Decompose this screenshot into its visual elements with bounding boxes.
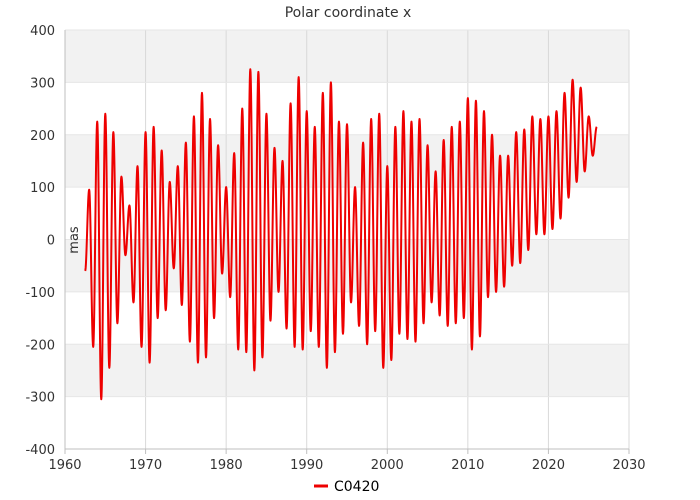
x-tick-label: 1960 <box>48 458 81 473</box>
y-tick-label: 400 <box>30 24 55 39</box>
y-tick-label: 300 <box>30 76 55 91</box>
x-tick-label: 1990 <box>290 458 323 473</box>
x-tick-label: 1970 <box>129 458 162 473</box>
y-tick-label: 0 <box>47 234 55 249</box>
y-axis-label: mas <box>67 226 82 254</box>
plot-band <box>65 239 629 292</box>
y-tick-label: -400 <box>25 443 55 458</box>
y-axis-ticks: -400 -300 -200 -100 0 100 200 300 400 <box>25 24 55 458</box>
y-tick-label: 100 <box>30 181 55 196</box>
plot-band <box>65 30 629 83</box>
series-layer <box>84 68 598 401</box>
plot-band <box>65 344 629 397</box>
x-tick-label: 2010 <box>451 458 484 473</box>
y-tick-label: 200 <box>30 129 55 144</box>
x-tick-label: 2020 <box>532 458 565 473</box>
x-axis-ticks: 1960 1970 1980 1990 2000 2010 2020 2030 <box>48 449 646 473</box>
chart-title: Polar coordinate x <box>285 5 412 21</box>
y-tick-label: -300 <box>25 391 55 406</box>
legend-label-c0420: C0420 <box>334 479 379 495</box>
x-tick-label: 2000 <box>371 458 404 473</box>
x-tick-label: 1980 <box>210 458 243 473</box>
series-line-c0420 <box>84 68 598 401</box>
y-tick-label: -200 <box>25 338 55 353</box>
legend: C0420 <box>314 479 379 495</box>
y-tick-label: -100 <box>25 286 55 301</box>
axes <box>64 30 629 450</box>
x-tick-label: 2030 <box>612 458 645 473</box>
